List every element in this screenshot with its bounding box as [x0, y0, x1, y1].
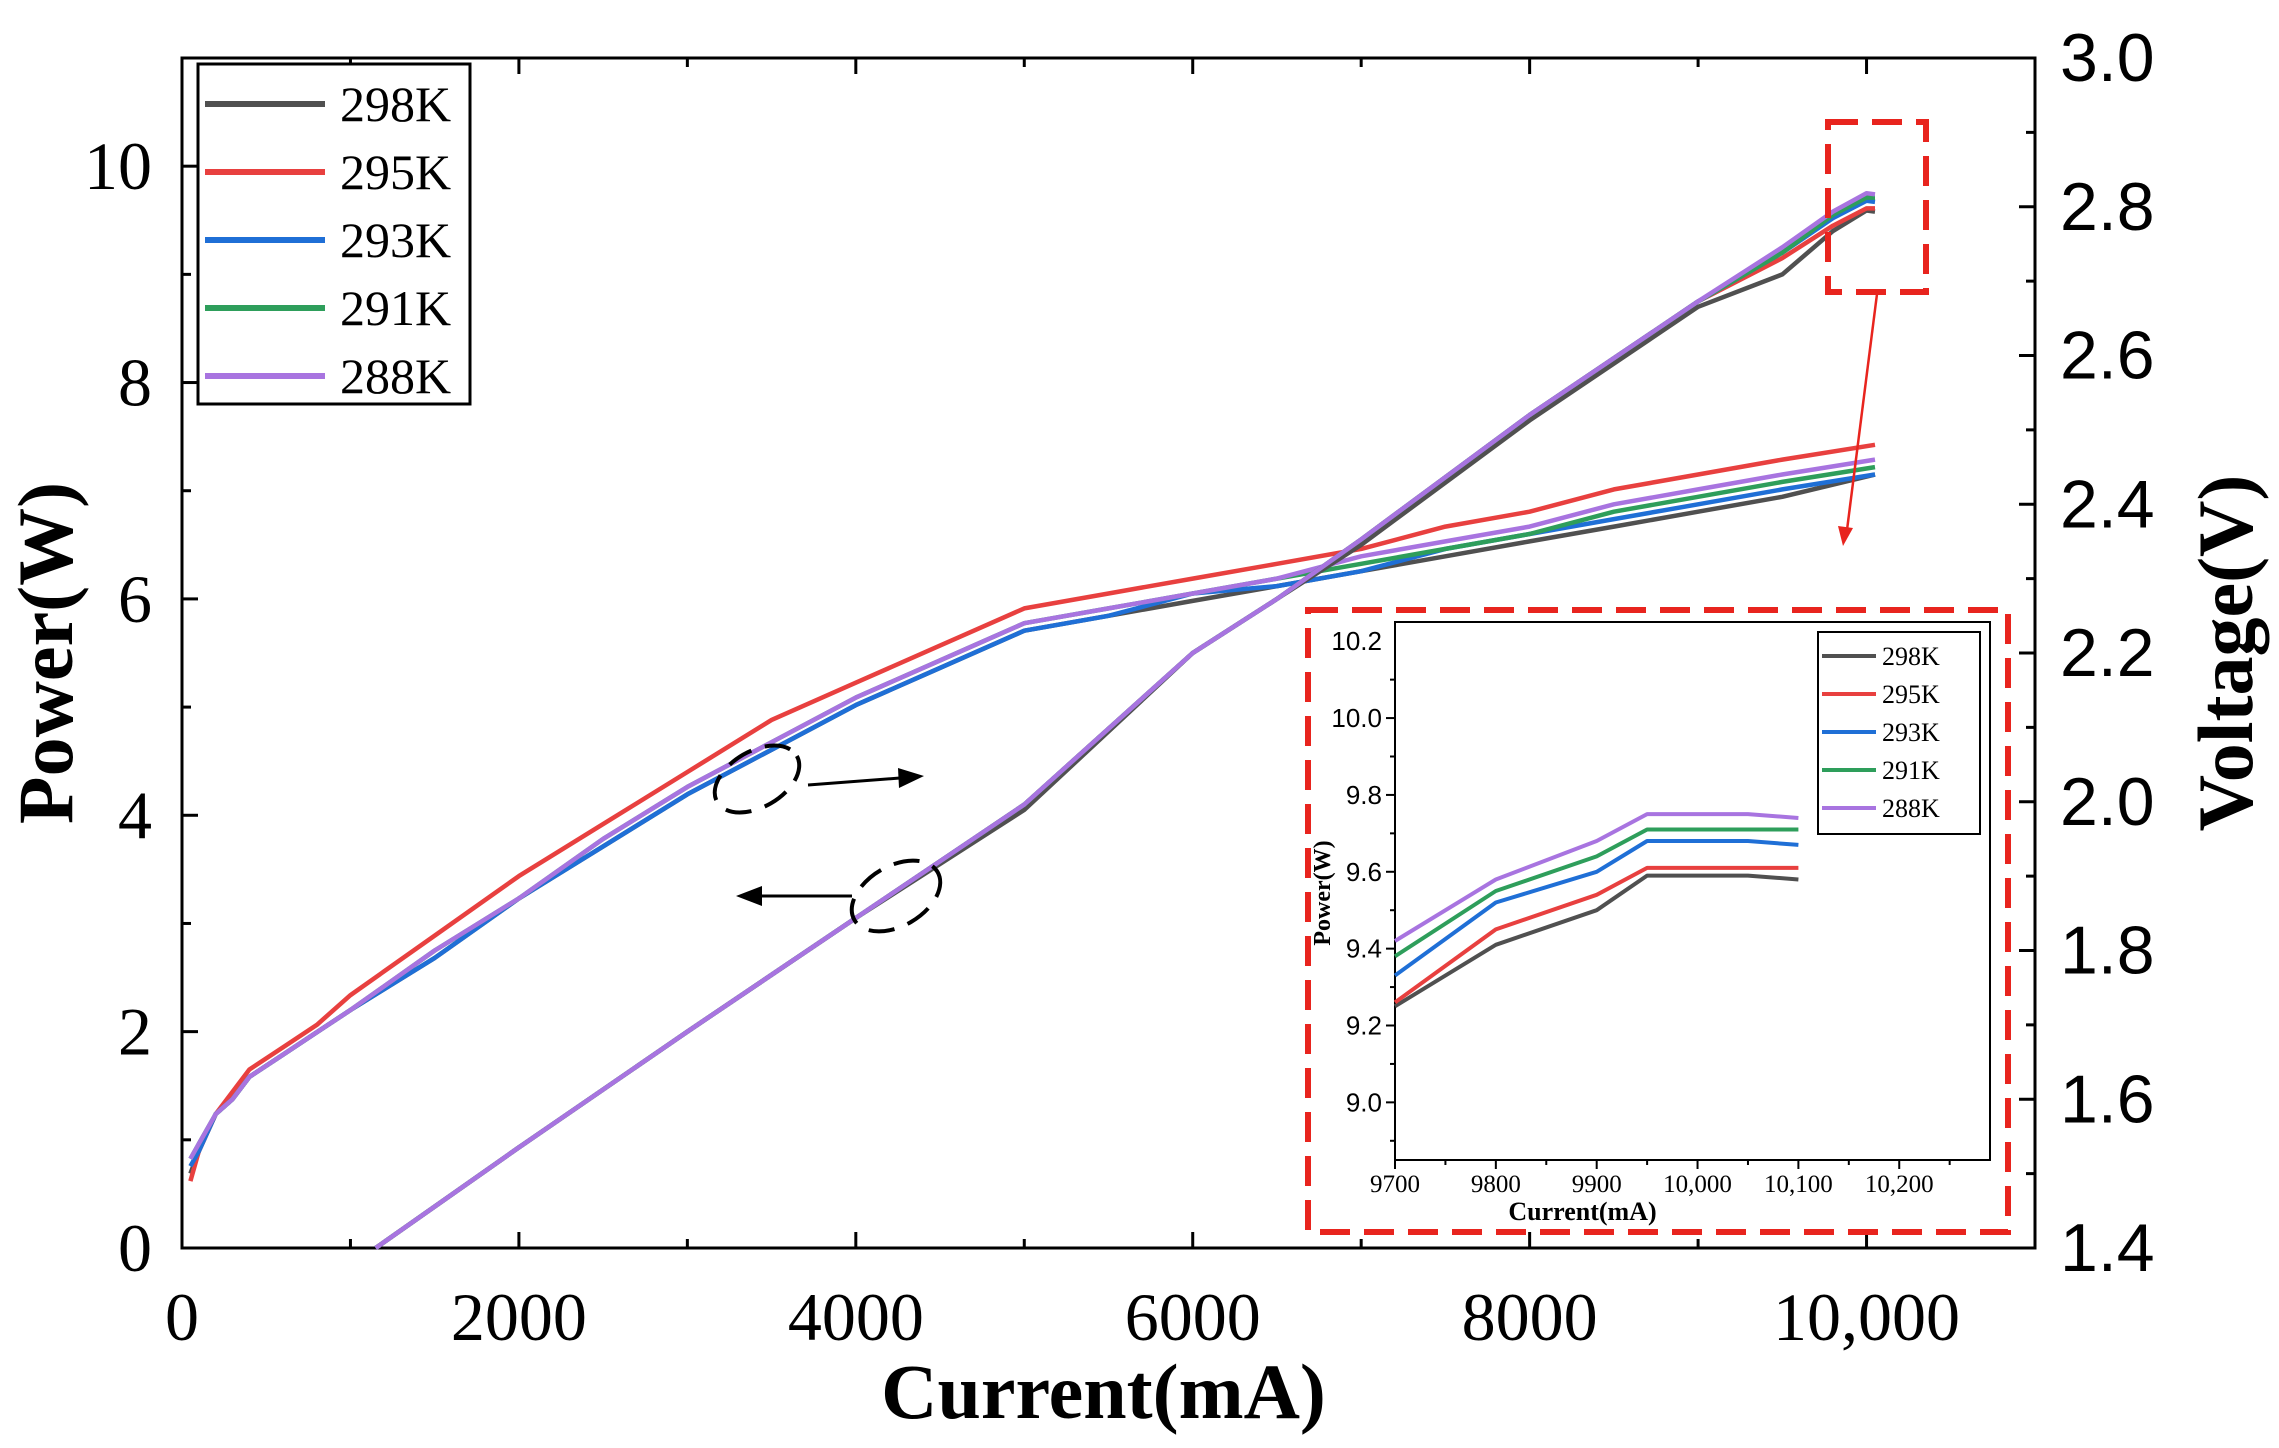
legend-label-293K: 293K	[340, 212, 451, 268]
legend-label-298K: 298K	[340, 76, 451, 132]
zoom-region-box	[1825, 119, 1929, 295]
arrow-right-shaft	[807, 776, 901, 787]
x-tick-label: 4000	[788, 1279, 924, 1355]
x-tick-label: 8000	[1462, 1279, 1598, 1355]
inset-legend-label-298K: 298K	[1882, 642, 1940, 671]
x-tick-label: 2000	[451, 1279, 587, 1355]
x-axis-label: Current(mA)	[881, 1348, 1326, 1435]
inset-y-tick-label: 9.8	[1346, 780, 1382, 810]
legend-label-295K: 295K	[340, 144, 451, 200]
inset-x-tick-label: 10,200	[1865, 1171, 1934, 1198]
y-tick-label: 0	[118, 1210, 152, 1286]
y2-tick-label: 1.6	[2060, 1061, 2155, 1137]
arrow-right-head	[898, 768, 924, 788]
inset-line-293K	[1393, 839, 1799, 978]
voltage-line-288K	[188, 457, 1876, 1160]
inset-y-tick-label: 9.6	[1346, 857, 1382, 887]
inset-line-291K	[1393, 827, 1799, 958]
x-tick-label: 10,000	[1773, 1279, 1960, 1355]
inset-y-tick-label: 10.2	[1331, 626, 1382, 656]
main-legend: 298K 295K 293K 291K 288K	[196, 62, 472, 406]
zoom-pointer-line	[1845, 293, 1879, 531]
y-tick-label: 8	[118, 345, 152, 421]
inset-x-tick-label: 9700	[1370, 1171, 1420, 1198]
inset-legend-label-291K: 291K	[1882, 756, 1940, 785]
zoom-pointer-head	[1838, 526, 1853, 546]
inset-x-tick-label: 9900	[1572, 1171, 1622, 1198]
x-tick-label: 6000	[1125, 1279, 1261, 1355]
inset-y-axis-label: Power(W)	[1310, 840, 1336, 945]
inset-legend-label-293K: 293K	[1882, 718, 1940, 747]
y-tick-label: 4	[118, 777, 152, 853]
voltage-line-295K	[188, 442, 1876, 1182]
power-line-288K	[374, 190, 1876, 1250]
y-axis-label: Power(W)	[2, 482, 89, 824]
inset-legend: 298K 295K 293K 291K 288K	[1817, 631, 1981, 835]
arrow-left-head	[736, 886, 762, 906]
y2-tick-label: 2.6	[2060, 318, 2155, 394]
x-tick-label: 0	[165, 1279, 199, 1355]
inset-x-tick-label: 10,000	[1663, 1171, 1732, 1198]
legend-label-288K: 288K	[340, 348, 451, 404]
y2-tick-label: 1.4	[2060, 1210, 2155, 1286]
inset-y-tick-label: 10.0	[1331, 703, 1382, 733]
annotations	[712, 119, 1929, 934]
y-tick-label: 6	[118, 561, 152, 637]
dashed-ellipse-power	[849, 858, 943, 934]
inset-y-tick-label: 9.4	[1346, 934, 1382, 964]
y2-tick-label: 2.4	[2060, 466, 2155, 542]
y2-tick-label: 2.8	[2060, 169, 2155, 245]
inset-legend-label-295K: 295K	[1882, 680, 1940, 709]
inset-y-tick-label: 9.2	[1346, 1011, 1382, 1041]
dashed-ellipse-voltage	[712, 743, 802, 815]
inset-legend-label-288K: 288K	[1882, 794, 1940, 823]
y2-tick-label: 1.8	[2060, 913, 2155, 989]
inset-plot: 9700 9800 9900 10,000 10,100 10,200 9.0 9.2 9.4 9…	[1305, 607, 2011, 1235]
inset-line-298K	[1393, 873, 1799, 1009]
y-tick-label: 10	[84, 128, 152, 204]
inset-line-288K	[1393, 812, 1799, 943]
y2-tick-label: 2.2	[2060, 615, 2155, 691]
inset-x-tick-label: 9800	[1471, 1171, 1521, 1198]
inset-x-axis-label: Current(mA)	[1508, 1197, 1656, 1226]
inset-line-295K	[1393, 865, 1799, 1005]
main-legend-box	[196, 62, 472, 406]
y2-axis-label: Voltage(V)	[2182, 475, 2269, 832]
y-tick-label: 2	[118, 994, 152, 1070]
main-plot: 0 2000 4000 6000 8000 10,000 0 2 4 6 8 10 1.4 1.6 1.8 2…	[2, 20, 2269, 1435]
legend-label-291K: 291K	[340, 280, 451, 336]
inset-y-tick-label: 9.0	[1346, 1087, 1382, 1117]
inset-x-tick-label: 10,100	[1764, 1171, 1833, 1198]
y2-tick-label: 2.0	[2060, 764, 2155, 840]
inset-plot-frame	[1394, 621, 1991, 1161]
y2-tick-label: 3.0	[2060, 20, 2155, 96]
